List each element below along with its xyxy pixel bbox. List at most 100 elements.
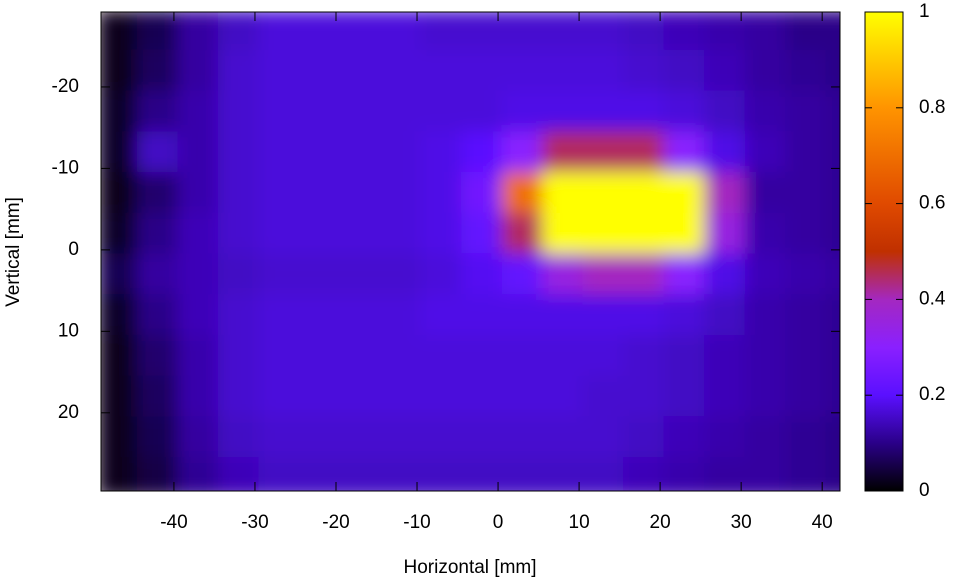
heat-cell [785,253,827,296]
heat-cell [177,375,219,418]
heat-cell [542,375,584,418]
heat-cell [420,171,463,214]
heat-cell [542,49,584,92]
heat-cell [380,12,422,51]
heat-cell [704,253,746,296]
heat-cell [663,12,706,51]
heat-cell [177,49,219,92]
heat-cell [663,375,706,418]
heat-cell [299,49,341,92]
heat-cell [380,334,422,377]
heat-cell [217,131,260,173]
heat-cell [501,171,544,214]
heat-cell [177,334,219,377]
heat-cell [177,294,219,336]
heat-cell [177,253,219,296]
heat-cell [704,171,746,214]
heat-cell [420,49,463,92]
heat-cell [461,49,503,92]
heat-cell [582,334,625,377]
heat-cell [136,457,179,491]
heat-cell [258,457,301,491]
heat-cell [380,375,422,418]
heat-cell [299,375,341,418]
heat-cell [299,12,341,51]
heat-cell [136,12,179,51]
y-tick-label: 0 [68,239,79,260]
heat-cell [380,253,422,296]
heat-cell [825,416,840,459]
heat-cell [704,294,746,336]
heat-cell [299,171,341,214]
heat-cell [136,294,179,336]
heat-cell [623,212,665,255]
heat-cell [825,171,840,214]
heat-cell [663,334,706,377]
heat-cell [101,457,138,491]
heat-cell [136,375,179,418]
heat-cell [258,171,301,214]
heat-cell [623,375,665,418]
heat-cell [461,375,503,418]
heat-cell [501,90,544,133]
heat-cell [177,212,219,255]
heat-cell [744,212,787,255]
colorbar-tick-label: 0 [919,480,930,501]
heat-cell [217,12,260,51]
heat-cell [380,457,422,491]
heat-cell [623,416,665,459]
heat-cell [785,375,827,418]
heat-cell [461,416,503,459]
heatmap [101,12,840,491]
heat-cell [663,212,706,255]
heat-cell [177,90,219,133]
heat-cell [825,131,840,173]
heat-cell [380,416,422,459]
y-tick-label: 10 [58,320,79,341]
heat-cell [258,49,301,92]
heat-cell [299,457,341,491]
heat-cell [623,171,665,214]
heat-cell [177,416,219,459]
x-tick-label: -20 [322,512,349,533]
heat-cell [101,334,138,377]
heat-cell [136,49,179,92]
heat-cell [380,49,422,92]
heat-cell [258,253,301,296]
heat-cell [258,131,301,173]
x-tick-label: -10 [403,512,430,533]
heat-cell [542,90,584,133]
y-tick-label: -10 [52,157,79,178]
heat-cell [217,49,260,92]
heat-cell [339,253,382,296]
heat-cell [177,457,219,491]
heat-cell [299,334,341,377]
heat-cell [217,416,260,459]
heat-cell [663,131,706,173]
heat-cell [785,294,827,336]
heat-cell [785,12,827,51]
heat-cell [582,294,625,336]
heat-cell [339,457,382,491]
heat-cell [785,171,827,214]
heat-cell [542,294,584,336]
heat-cell [299,416,341,459]
heat-cell [825,49,840,92]
heat-cell [542,457,584,491]
heat-cell [704,49,746,92]
heat-cell [101,416,138,459]
heat-cell [420,253,463,296]
heat-cell [136,334,179,377]
heat-cell [177,171,219,214]
heat-cell [744,90,787,133]
x-tick-label: 10 [569,512,590,533]
heat-cell [501,334,544,377]
heat-cell [136,131,179,173]
x-tick-label: 40 [812,512,833,533]
heat-cell [542,212,584,255]
heat-cell [380,131,422,173]
heat-cell [825,334,840,377]
heat-cell [623,131,665,173]
heat-cell [101,375,138,418]
heat-cell [785,457,827,491]
